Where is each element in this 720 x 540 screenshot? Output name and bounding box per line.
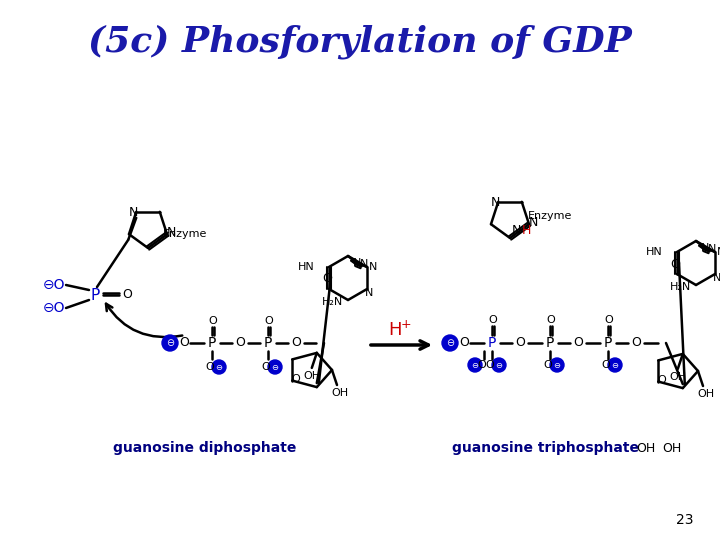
Text: OH: OH	[331, 388, 348, 398]
Text: guanosine triphosphate: guanosine triphosphate	[452, 441, 639, 455]
Text: ⊖: ⊖	[495, 361, 503, 369]
Text: O: O	[291, 336, 301, 349]
Circle shape	[442, 335, 458, 351]
Text: H₂N: H₂N	[670, 282, 691, 292]
Text: OH: OH	[662, 442, 682, 455]
Text: N: N	[369, 262, 377, 272]
Text: O: O	[265, 316, 274, 326]
Circle shape	[550, 358, 564, 372]
Circle shape	[492, 358, 506, 372]
Text: O: O	[658, 375, 667, 384]
Text: ⊖: ⊖	[472, 361, 479, 369]
Text: O: O	[322, 273, 332, 286]
Text: ⊖: ⊖	[554, 361, 560, 369]
Text: N: N	[528, 215, 538, 228]
Text: ⊖: ⊖	[446, 338, 454, 348]
Text: H: H	[388, 321, 402, 339]
Text: OH: OH	[636, 442, 656, 455]
Text: OH: OH	[698, 389, 714, 399]
Text: H: H	[521, 224, 531, 237]
Text: O: O	[546, 315, 555, 325]
Text: O: O	[459, 336, 469, 349]
Text: ⊖: ⊖	[166, 338, 174, 348]
Text: O: O	[670, 258, 680, 271]
Text: H₂N: H₂N	[322, 297, 343, 307]
Text: O: O	[179, 336, 189, 349]
Text: HN: HN	[298, 262, 315, 272]
Text: O: O	[605, 315, 613, 325]
Text: O: O	[209, 316, 217, 326]
Text: N: N	[713, 273, 720, 283]
Circle shape	[608, 358, 622, 372]
Text: N: N	[129, 206, 138, 219]
Text: O: O	[631, 336, 641, 349]
Text: ⊖O: ⊖O	[42, 278, 66, 292]
Circle shape	[212, 360, 226, 374]
Text: O: O	[477, 360, 487, 370]
Text: O: O	[122, 288, 132, 301]
Text: ⊖: ⊖	[215, 362, 222, 372]
Text: O: O	[261, 362, 271, 372]
Text: guanosine diphosphate: guanosine diphosphate	[113, 441, 297, 455]
Text: P: P	[604, 336, 612, 350]
Text: O: O	[602, 360, 611, 370]
Text: N: N	[701, 242, 710, 253]
FancyArrowPatch shape	[106, 303, 182, 337]
Text: Enzyme: Enzyme	[528, 211, 572, 221]
Text: O: O	[485, 360, 495, 370]
Text: O: O	[489, 315, 498, 325]
Text: P: P	[91, 287, 99, 302]
Text: N: N	[511, 224, 521, 237]
Text: P: P	[488, 336, 496, 350]
Text: N: N	[717, 247, 720, 257]
Text: O: O	[544, 360, 552, 370]
Text: P: P	[264, 336, 272, 350]
Text: O: O	[235, 336, 245, 349]
Text: N: N	[360, 259, 368, 269]
Circle shape	[162, 335, 178, 351]
Text: ⊖: ⊖	[271, 362, 279, 372]
Text: ⊖: ⊖	[611, 361, 618, 369]
Text: N: N	[166, 226, 176, 239]
Text: HN: HN	[646, 247, 663, 257]
Text: N: N	[365, 288, 373, 298]
Text: N: N	[708, 244, 716, 254]
Text: OH: OH	[303, 371, 320, 381]
Text: 23: 23	[676, 513, 694, 527]
Text: +: +	[401, 318, 411, 330]
Circle shape	[268, 360, 282, 374]
Text: Enzyme: Enzyme	[163, 229, 207, 239]
Text: O: O	[206, 362, 215, 372]
Text: ⊖O: ⊖O	[42, 301, 66, 315]
Text: O: O	[515, 336, 525, 349]
Text: OH: OH	[669, 372, 686, 382]
Circle shape	[468, 358, 482, 372]
Text: P: P	[208, 336, 216, 350]
Text: N: N	[490, 197, 500, 210]
Text: N: N	[354, 258, 361, 268]
Text: P: P	[546, 336, 554, 350]
Text: (5c) Phosforylation of GDP: (5c) Phosforylation of GDP	[88, 25, 632, 59]
Text: O: O	[292, 374, 300, 383]
Text: O: O	[573, 336, 583, 349]
